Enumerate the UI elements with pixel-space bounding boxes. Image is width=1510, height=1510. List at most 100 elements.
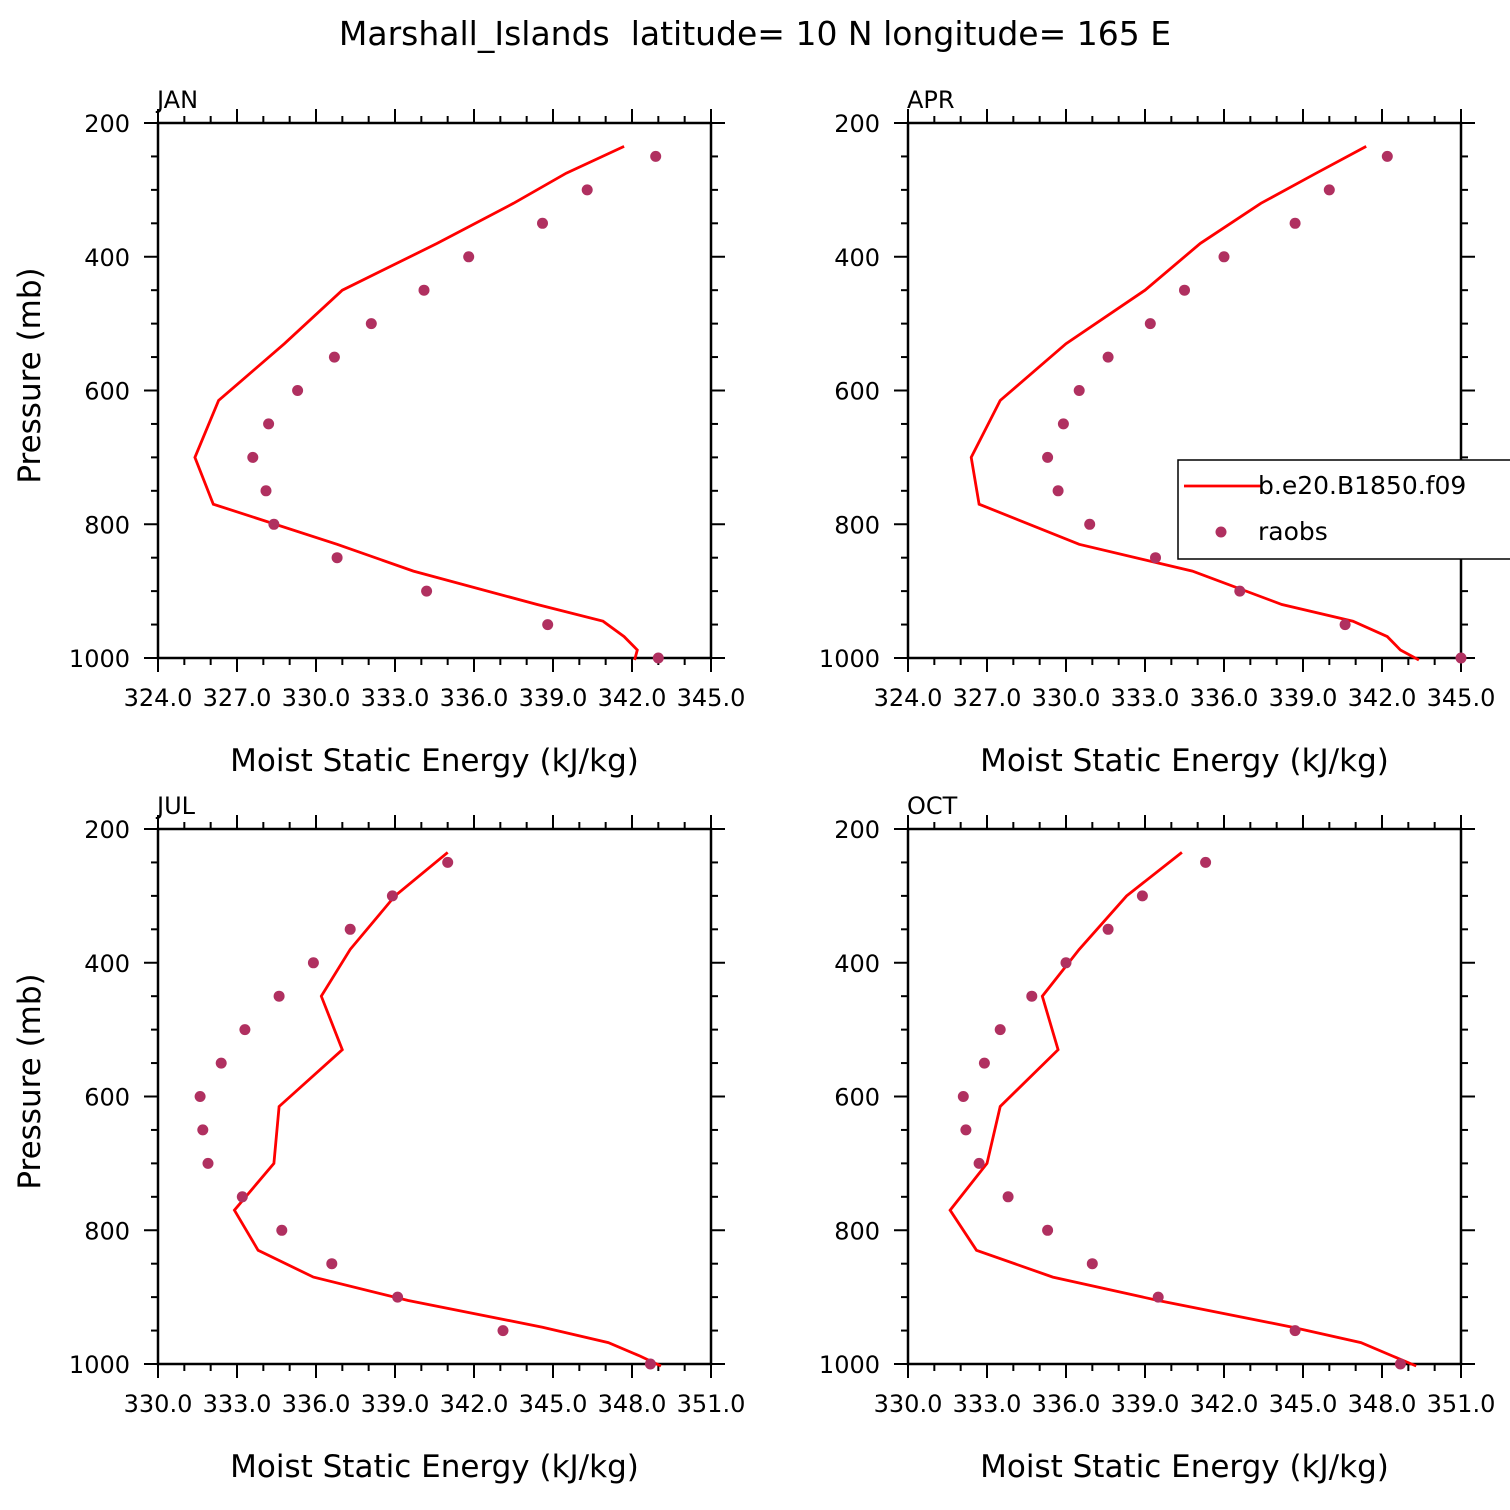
raobs-point [392, 1291, 404, 1303]
x-tick-label: 345.0 [519, 1390, 588, 1418]
raobs-point [263, 418, 275, 430]
panel-label: APR [907, 86, 955, 114]
raobs-point [957, 1091, 969, 1102]
raobs-point [1218, 251, 1230, 263]
x-tick-label: 348.0 [1348, 1390, 1417, 1418]
raobs-point [1234, 585, 1246, 597]
raobs-point [1026, 990, 1038, 1002]
raobs-point [1073, 385, 1085, 396]
raobs-point [215, 1057, 227, 1069]
panel-jan: JAN 324.0 327.0 330.0 333.0 336.0 339.0 342.0 34… [12, 86, 745, 779]
raobs-point [1455, 652, 1467, 664]
raobs-point [960, 1124, 972, 1136]
raobs-point [1042, 1224, 1054, 1236]
panel-label: JAN [155, 86, 198, 114]
raobs-point [1339, 619, 1351, 631]
raobs-point [239, 1024, 251, 1036]
raobs-point [644, 1358, 656, 1370]
legend-marker-swatch [1215, 526, 1227, 538]
panel-oct: OCT 330.0 333.0 336.0 339.0 342.0 345.0 348.0 35… [819, 792, 1495, 1485]
x-tick-label: 345.0 [1269, 1390, 1338, 1418]
x-axis-title: Moist Static Energy (kJ/kg) [980, 743, 1389, 779]
raobs-point [1136, 890, 1148, 902]
raobs-point [1060, 957, 1072, 969]
raobs-point [542, 619, 554, 631]
legend-box [1177, 459, 1510, 560]
y-tick-label: 1000 [819, 1351, 880, 1379]
model-profile-line [232, 851, 662, 1368]
panel-apr: APR 324.0 327.0 330.0 333.0 336.0 339.0 342.0 34… [819, 86, 1495, 779]
raobs-point [442, 856, 454, 868]
y-tick-label: 200 [834, 110, 880, 138]
x-axis-title: Moist Static Energy (kJ/kg) [230, 1449, 639, 1485]
y-axis-title: Pressure (mb) [12, 267, 48, 483]
raobs-point [1052, 485, 1064, 497]
raobs-point [268, 518, 280, 530]
raobs-point [1102, 923, 1114, 935]
raobs-point [418, 284, 430, 296]
y-tick-label: 400 [84, 950, 130, 978]
x-tick-label: 333.0 [953, 1390, 1022, 1418]
y-tick-label: 600 [834, 1084, 880, 1112]
y-tick-label: 1000 [69, 1351, 130, 1379]
x-tick-label: 345.0 [1427, 684, 1496, 712]
x-tick-label: 342.0 [598, 684, 667, 712]
x-tick-label: 348.0 [598, 1390, 667, 1418]
raobs-point [1381, 150, 1393, 162]
raobs-point [463, 251, 475, 263]
y-tick-label: 200 [834, 816, 880, 844]
y-tick-label: 200 [84, 816, 130, 844]
legend-label: raobs [1258, 517, 1328, 546]
plot-frame [906, 827, 1463, 1366]
raobs-point [537, 217, 548, 229]
raobs-point [328, 351, 340, 363]
y-tick-label: 600 [84, 1084, 130, 1112]
x-tick-label: 342.0 [440, 1390, 509, 1418]
x-axis-title: Moist Static Energy (kJ/kg) [230, 743, 639, 779]
raobs-point [652, 652, 664, 664]
y-tick-label: 1000 [69, 645, 130, 673]
x-tick-label: 330.0 [1032, 684, 1101, 712]
panel-jul: JUL 330.0 333.0 336.0 339.0 342.0 345.0 348.0 35… [12, 792, 745, 1485]
x-tick-label: 324.0 [874, 684, 943, 712]
y-tick-label: 600 [834, 378, 880, 406]
raobs-point [973, 1157, 985, 1169]
legend-label: b.e20.B1850.f09 [1258, 471, 1466, 500]
raobs-point [1289, 1325, 1301, 1337]
x-tick-label: 339.0 [1269, 684, 1338, 712]
raobs-point [276, 1224, 288, 1236]
raobs-point [1152, 1291, 1164, 1303]
raobs-point [197, 1124, 209, 1136]
x-tick-label: 333.0 [361, 684, 430, 712]
raobs-point [307, 957, 319, 969]
raobs-point [236, 1191, 248, 1203]
y-tick-label: 400 [834, 950, 880, 978]
x-tick-label: 324.0 [124, 684, 193, 712]
raobs-point [1289, 217, 1301, 229]
model-profile-line [948, 851, 1417, 1368]
y-tick-label: 800 [834, 1217, 880, 1245]
raobs-point [247, 451, 259, 463]
panel-label: JUL [155, 792, 196, 820]
x-tick-label: 339.0 [519, 684, 588, 712]
x-tick-label: 336.0 [1032, 1390, 1101, 1418]
raobs-point [1144, 318, 1156, 330]
raobs-point [421, 585, 433, 597]
raobs-point [194, 1091, 206, 1102]
y-tick-label: 400 [834, 244, 880, 272]
raobs-point [331, 552, 343, 564]
x-tick-label: 327.0 [203, 684, 272, 712]
raobs-point [994, 1024, 1006, 1036]
x-tick-label: 339.0 [361, 1390, 430, 1418]
x-axis-title: Moist Static Energy (kJ/kg) [980, 1449, 1389, 1485]
plot-frame [156, 827, 713, 1366]
x-tick-label: 342.0 [1190, 1390, 1259, 1418]
y-tick-label: 400 [84, 244, 130, 272]
legend: b.e20.B1850.f09 raobs [1177, 459, 1510, 560]
raobs-point [260, 485, 272, 497]
x-tick-label: 327.0 [953, 684, 1022, 712]
x-tick-label: 336.0 [1190, 684, 1259, 712]
x-tick-label: 330.0 [282, 684, 351, 712]
model-profile-line [193, 145, 639, 661]
